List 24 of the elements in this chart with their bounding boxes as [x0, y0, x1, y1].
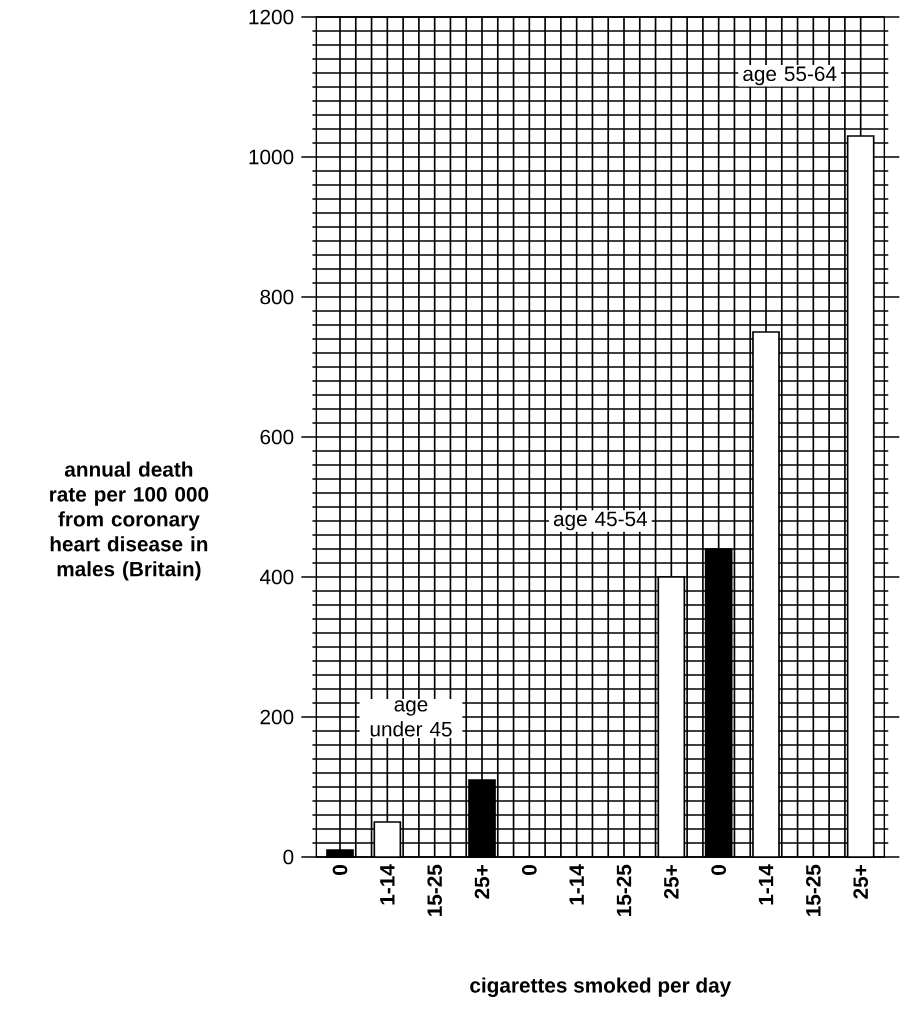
annotation: age 55-64 [743, 66, 837, 86]
y-tick-label: 0 [283, 849, 294, 865]
y-tick-label: 1200 [249, 9, 294, 25]
x-tick-label: 1-14 [569, 864, 584, 905]
x-tick-label: 15-25 [427, 864, 443, 916]
y-axis-title: annual death rate per 100 000 from coronary heart disease in males (Britain) [50, 461, 209, 581]
x-tick-label: 0 [521, 865, 537, 875]
x-tick-label: 25+ [474, 865, 490, 899]
x-tick-label: 15-25 [805, 864, 821, 916]
x-tick-label: 15-25 [616, 864, 632, 916]
x-tick-label: 0 [332, 865, 348, 875]
x-tick-label: 25+ [663, 865, 679, 899]
annotation: age under 45 [370, 700, 452, 737]
x-tick-label: 1-14 [758, 864, 774, 905]
x-tick-label: 1-14 [380, 864, 395, 905]
y-tick-label: 200 [260, 709, 294, 725]
y-tick-label: 600 [260, 429, 294, 445]
x-tick-label: 25+ [853, 865, 869, 899]
y-tick-label: 1000 [249, 149, 294, 165]
x-axis-title: cigarettes smoked per day [470, 977, 732, 997]
y-tick-label: 800 [260, 289, 294, 305]
y-tick-label: 400 [259, 569, 294, 585]
annotation: age 45-54 [553, 511, 648, 531]
x-tick-label: 0 [711, 865, 727, 875]
